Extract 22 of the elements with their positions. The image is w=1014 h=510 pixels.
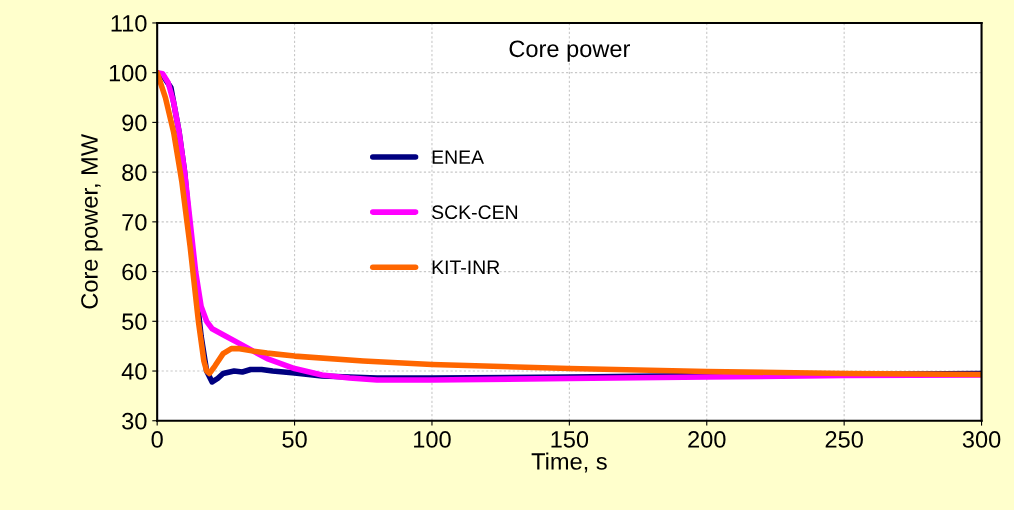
x-tick-label: 150 [551, 431, 589, 448]
legend-label: ENEA [432, 150, 485, 164]
y-tick-label: 100 [109, 64, 147, 82]
x-tick-label: 50 [282, 431, 307, 448]
y-axis-title: Core power, MW [81, 134, 103, 309]
x-tick-label: 300 [962, 431, 1001, 448]
y-tick-label: 40 [121, 363, 147, 380]
x-tick-label: 250 [825, 431, 863, 448]
y-tick-label: 30 [122, 412, 147, 430]
x-axis-title: Time, s [531, 452, 607, 473]
y-tick-label: 70 [122, 213, 147, 231]
y-tick-label: 110 [111, 15, 147, 32]
y-tick-label: 50 [122, 313, 147, 331]
x-tick-label: 200 [688, 431, 726, 448]
y-tick-label: 90 [122, 114, 147, 132]
text: Core power [509, 40, 630, 62]
x-tick-label: 100 [414, 431, 451, 448]
x-tick-label: 0 [151, 431, 163, 448]
legend-label: SCK-CEN [432, 205, 518, 220]
y-tick-label: 80 [122, 164, 147, 181]
legend-label: KIT-INR [432, 260, 500, 274]
y-tick-label: 60 [122, 263, 147, 281]
